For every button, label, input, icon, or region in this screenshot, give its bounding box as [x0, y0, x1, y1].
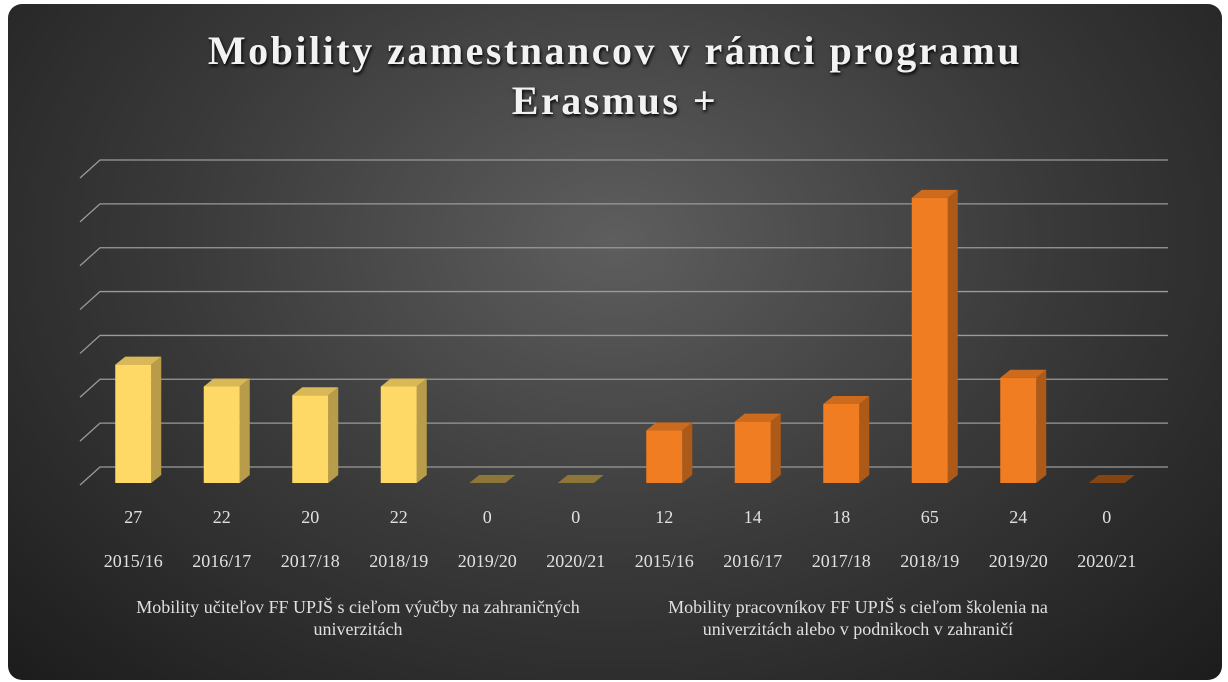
bar-face: [646, 422, 693, 431]
bar-face: [115, 356, 162, 365]
bar: [292, 387, 339, 483]
bar-face: [292, 387, 339, 396]
bar-face: [328, 387, 339, 483]
bar-face: [823, 396, 870, 405]
bar: [911, 189, 958, 483]
data-label: 0: [483, 507, 492, 527]
x-tick-label: 2016/17: [723, 551, 782, 571]
bar-face: [911, 197, 948, 483]
bar-face: [1036, 369, 1047, 483]
x-tick-label: 2015/16: [104, 551, 163, 571]
grid-line: [79, 203, 1168, 223]
x-tick-label: 2020/21: [546, 551, 605, 571]
data-label: 22: [213, 507, 231, 527]
data-label: 20: [301, 507, 319, 527]
data-label: 18: [832, 507, 850, 527]
bar-face: [469, 475, 516, 483]
group-label: Mobility pracovníkov FF UPJŠ s cieľom šk…: [668, 597, 1048, 639]
bar: [823, 396, 870, 483]
bar-face: [239, 378, 250, 483]
bar-face: [292, 395, 329, 483]
bar: [1000, 369, 1047, 483]
grid-line: [79, 290, 1168, 311]
x-tick-label: 2017/18: [812, 551, 871, 571]
bar-face: [734, 413, 781, 422]
data-label: 22: [390, 507, 408, 527]
chart-title: Mobility zamestnancov v rámci programu E…: [207, 28, 1023, 123]
bar-face: [203, 386, 240, 483]
chart: 27 2015/16 22 2016/17 20 2017/18 22 2018/19 0 201…: [79, 159, 1168, 571]
grid-line: [79, 422, 1168, 442]
x-tick-label: 2016/17: [192, 551, 251, 571]
data-label: 12: [655, 507, 673, 527]
data-label: 24: [1009, 507, 1027, 527]
grid-line: [79, 378, 1168, 398]
bar-face: [380, 386, 417, 483]
bar-face: [115, 364, 152, 483]
bar-face: [380, 378, 427, 387]
data-label: 0: [1102, 507, 1111, 527]
group-label: Mobility učiteľov FF UPJŠ s cieľom výučb…: [136, 597, 580, 639]
bar-face: [682, 422, 693, 483]
bar-face: [770, 413, 781, 483]
bar-face: [1000, 369, 1047, 378]
x-tick-label: 2017/18: [281, 551, 340, 571]
bar: [734, 413, 781, 483]
x-tick-label: 2019/20: [989, 551, 1048, 571]
bar-face: [859, 396, 870, 483]
bar-face: [823, 404, 860, 483]
bar: [115, 356, 162, 483]
grid-line: [79, 247, 1168, 267]
bar-face: [734, 421, 771, 483]
x-tick-label: 2020/21: [1077, 551, 1136, 571]
bar: [203, 378, 250, 483]
data-label: 65: [921, 507, 939, 527]
x-tick-label: 2015/16: [635, 551, 694, 571]
bar: [380, 378, 427, 483]
bar-face: [911, 189, 958, 198]
bar-face: [947, 189, 958, 483]
x-tick-label: 2019/20: [458, 551, 517, 571]
grid-line: [79, 466, 1168, 486]
chart-panel: 27 2015/16 22 2016/17 20 2017/18 22 2018/19 0 201…: [8, 4, 1222, 680]
bar: [1088, 475, 1135, 483]
bar-face: [1000, 377, 1037, 483]
data-label: 27: [124, 507, 142, 527]
bar-face: [557, 475, 604, 483]
data-label: 14: [744, 507, 762, 527]
bar: [646, 422, 693, 483]
bar-face: [646, 430, 683, 483]
grid-line: [79, 159, 1168, 179]
bar-face: [151, 356, 162, 483]
bar-face: [416, 378, 427, 483]
bar-face: [203, 378, 250, 387]
bar-face: [1088, 475, 1135, 483]
data-label: 0: [571, 507, 580, 527]
x-tick-label: 2018/19: [900, 551, 959, 571]
grid-line: [79, 334, 1168, 354]
bar: [469, 475, 516, 483]
bar: [557, 475, 604, 483]
x-tick-label: 2018/19: [369, 551, 428, 571]
